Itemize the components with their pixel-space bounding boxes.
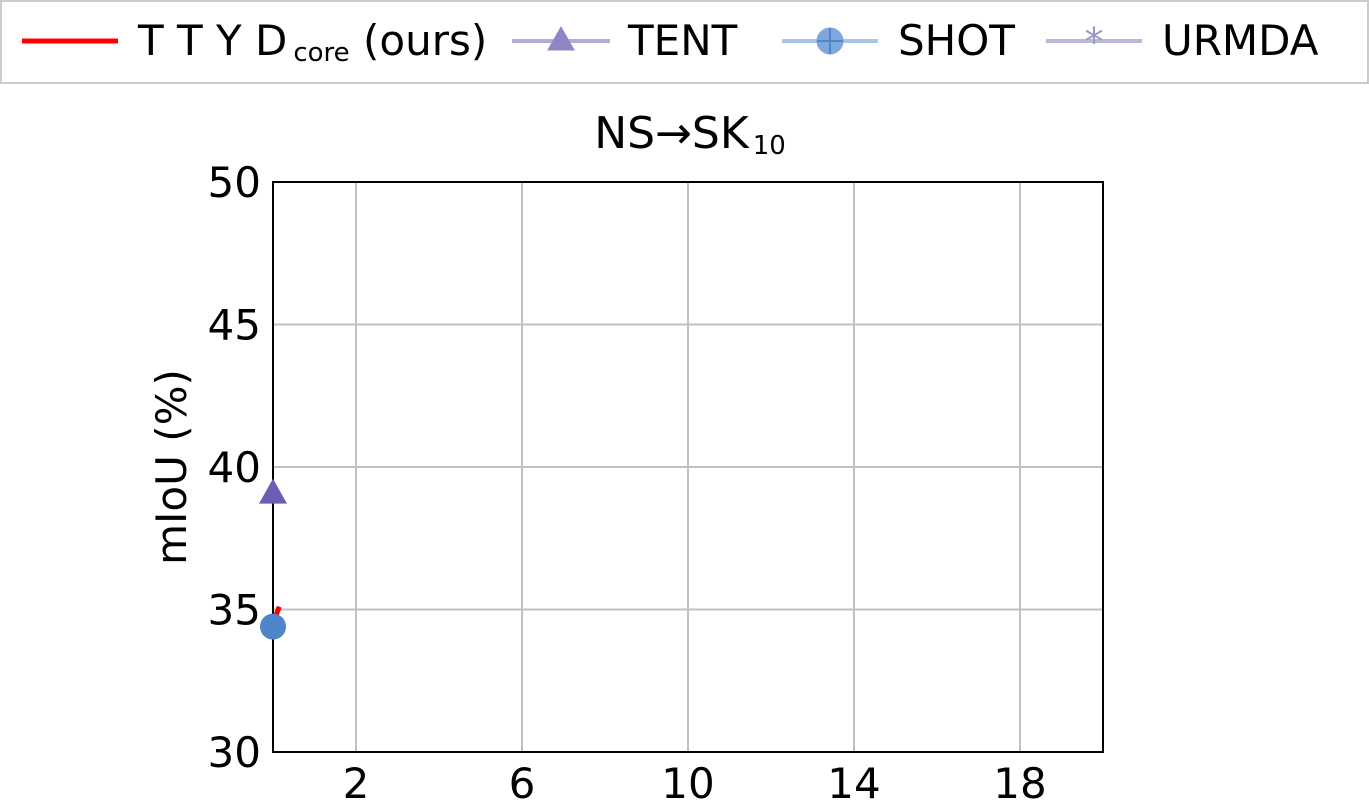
y-axis-label: mIoU (%) xyxy=(147,369,196,565)
series-tent xyxy=(259,478,287,504)
legend-entry-shot: SHOT xyxy=(782,16,1015,65)
y-tick-label: 35 xyxy=(208,586,261,635)
y-ticks: 30 35 40 45 50 xyxy=(208,158,261,777)
series-shot xyxy=(260,613,286,640)
plot-frame xyxy=(272,181,1104,753)
grid xyxy=(273,182,1103,752)
legend-triangle-icon xyxy=(547,25,575,51)
x-tick-label: 6 xyxy=(509,759,536,804)
legend-star-icon: * xyxy=(1085,20,1104,64)
chart-title: NS→SK 10 xyxy=(594,108,786,161)
x-ticks: 2 6 10 14 18 xyxy=(343,759,1047,804)
legend-entry-urmda: * URMDA xyxy=(1046,16,1319,65)
x-tick-label: 18 xyxy=(993,759,1046,804)
legend-label-tent: TENT xyxy=(627,16,738,65)
plot-area: 2 6 10 14 18 30 35 40 45 50 xyxy=(208,158,1104,804)
y-tick-label: 30 xyxy=(208,728,261,777)
y-tick-label: 40 xyxy=(208,443,261,492)
data-point xyxy=(259,478,287,504)
x-tick-label: 10 xyxy=(661,759,714,804)
y-tick-label: 45 xyxy=(208,301,261,350)
series-layer xyxy=(259,478,287,640)
legend-entry-tent: TENT xyxy=(512,16,738,65)
x-tick-label: 2 xyxy=(343,759,370,804)
data-point xyxy=(260,613,286,640)
legend-label-shot: SHOT xyxy=(898,16,1015,65)
x-tick-label: 14 xyxy=(827,759,880,804)
y-tick-label: 50 xyxy=(208,158,261,207)
legend-label-urmda: URMDA xyxy=(1162,16,1319,65)
